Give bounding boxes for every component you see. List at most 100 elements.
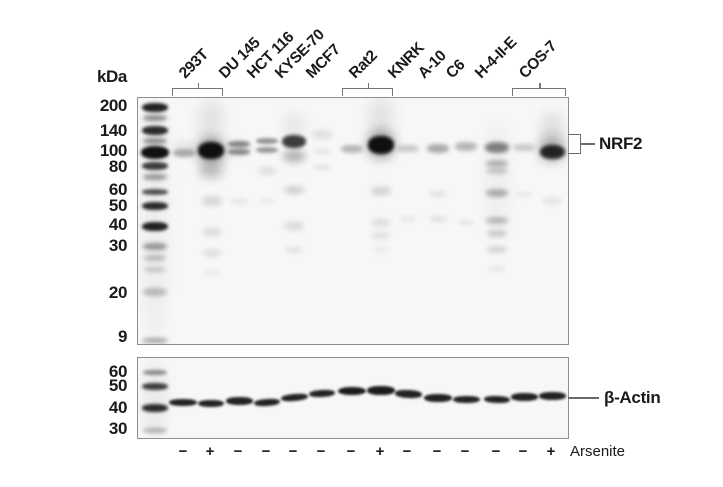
nrf2-band: [486, 121, 508, 241]
nrf2-band: [282, 134, 306, 148]
nrf2-band: [204, 270, 220, 276]
actin-blot-panel: [137, 357, 569, 439]
nrf2-band: [256, 138, 278, 144]
actin-band: [483, 395, 511, 403]
nrf2-band: [341, 145, 363, 153]
nrf2-band-bracket: [568, 134, 581, 154]
nrf2-band: [228, 149, 250, 155]
nrf2-band: [486, 189, 508, 197]
kda-units-label: kDa: [97, 67, 127, 86]
mw-marker-30: 30: [108, 419, 128, 438]
nrf2-band: [486, 216, 508, 224]
nrf2-band: [429, 191, 447, 197]
nrf2-band: [516, 191, 532, 197]
arsenite-label: Arsenite: [570, 443, 626, 460]
nrf2-band: [371, 187, 391, 195]
treatment-symbol-lane-1: −: [178, 443, 188, 460]
nrf2-band: [284, 186, 304, 194]
treatment-symbol-lane-11: −: [460, 443, 470, 460]
actin-band: [367, 385, 395, 395]
treatment-symbol-lane-4: −: [261, 443, 271, 460]
nrf2-band: [173, 149, 195, 157]
nrf2-band: [283, 150, 305, 162]
nrf2-band: [458, 219, 474, 225]
nrf2-band: [488, 265, 506, 271]
actin-band: [169, 398, 197, 406]
treatment-symbol-lane-9: −: [402, 443, 412, 460]
nrf2-band: [429, 216, 447, 222]
actin-band: [394, 389, 422, 399]
nrf2-band: [312, 129, 332, 139]
nrf2-band: [141, 145, 169, 159]
nrf2-band: [198, 138, 224, 164]
group-bracket-rat2: [342, 82, 393, 96]
mw-marker-140: 140: [99, 121, 128, 140]
nrf2-band: [258, 167, 276, 175]
nrf2-band: [173, 141, 195, 157]
treatment-symbol-lane-10: −: [432, 443, 442, 460]
nrf2-band: [543, 197, 561, 205]
nrf2-band: [143, 242, 167, 250]
nrf2-band: [144, 255, 166, 261]
mw-marker-20: 20: [108, 283, 128, 302]
treatment-symbol-lane-12: −: [491, 443, 501, 460]
nrf2-band: [198, 141, 224, 159]
nrf2-band: [427, 143, 449, 153]
cell-line-label-h-4-ii-e: H-4-II-E: [471, 33, 521, 82]
group-bracket-cos-7: [512, 82, 566, 96]
treatment-symbol-lane-8: +: [375, 443, 385, 460]
cell-line-label-293t: 293T: [175, 46, 212, 82]
nrf2-band: [230, 198, 248, 204]
mw-marker-9: 9: [117, 327, 127, 346]
nrf2-band: [143, 174, 167, 180]
nrf2-band: [142, 337, 168, 343]
nrf2-label: NRF2: [599, 134, 643, 153]
nrf2-band: [284, 113, 304, 139]
nrf2-band: [285, 247, 303, 253]
mw-marker-50: 50: [108, 376, 128, 395]
nrf2-band: [400, 216, 416, 222]
mw-marker-30: 30: [108, 236, 128, 255]
mw-marker-50: 50: [108, 196, 128, 215]
mw-marker-80: 80: [108, 157, 128, 176]
nrf2-band: [540, 137, 564, 161]
nrf2-band: [256, 147, 278, 153]
actin-band: [142, 404, 168, 412]
actin-band: [143, 360, 167, 436]
nrf2-band: [142, 99, 168, 343]
nrf2-band: [144, 266, 166, 272]
nrf2-band: [284, 222, 304, 230]
nrf2-band: [203, 228, 221, 236]
nrf2-band: [142, 162, 168, 170]
actin-band: [538, 392, 566, 400]
actin-band: [424, 394, 452, 402]
treatment-symbol-lane-5: −: [288, 443, 298, 460]
nrf2-band: [368, 136, 394, 154]
nrf2-band: [142, 221, 168, 231]
actin-band: [198, 399, 224, 407]
nrf2-band: [203, 249, 221, 257]
nrf2-band: [487, 229, 507, 237]
nrf2-band: [202, 196, 222, 206]
nrf2-band: [368, 130, 394, 158]
nrf2-band: [143, 115, 167, 121]
nrf2-band: [142, 189, 168, 195]
actin-band: [253, 397, 281, 407]
treatment-symbol-lane-2: +: [205, 443, 215, 460]
nrf2-band: [313, 148, 331, 154]
actin-band: [338, 386, 366, 396]
nrf2-band: [142, 202, 168, 210]
nrf2-band: [228, 141, 250, 147]
nrf2-band: [372, 218, 390, 226]
nrf2-band: [199, 164, 223, 178]
nrf2-band: [259, 198, 275, 204]
nrf2-band: [373, 247, 389, 253]
actin-band: [452, 395, 480, 403]
nrf2-band: [143, 138, 167, 144]
cell-line-label-rat2: Rat2: [345, 47, 381, 82]
treatment-symbol-lane-7: −: [346, 443, 356, 460]
nrf2-band: [142, 102, 168, 112]
nrf2-band: [397, 144, 419, 152]
nrf2-band: [513, 143, 535, 151]
